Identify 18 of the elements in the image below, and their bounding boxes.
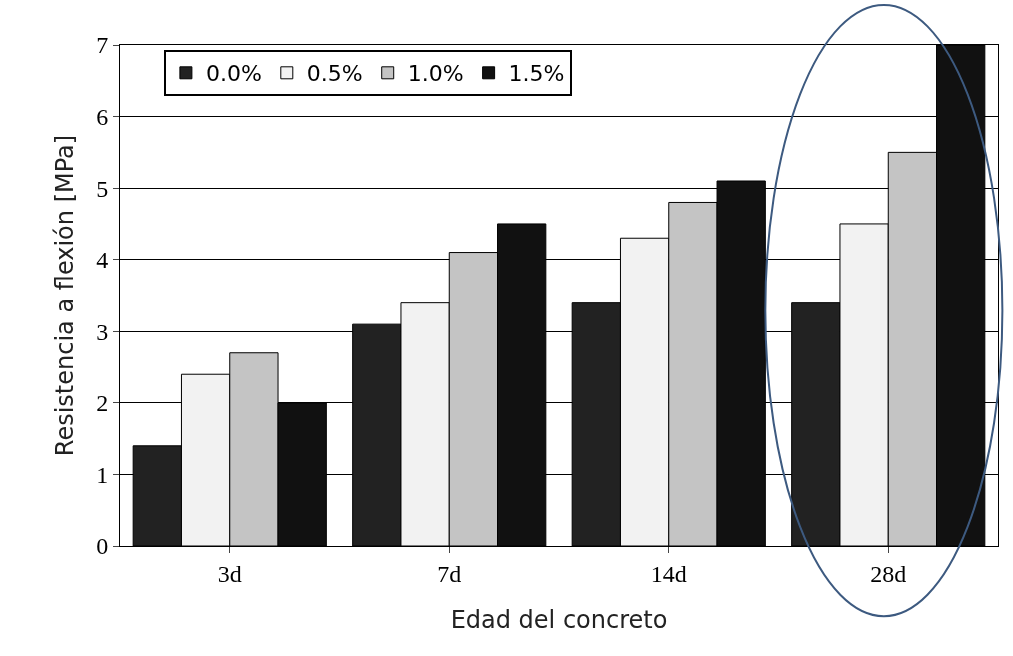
y-tick-label: 1 xyxy=(96,461,109,488)
y-tick-label: 3 xyxy=(96,318,109,345)
x-tick-label: 7d xyxy=(437,560,462,587)
y-tick-label: 5 xyxy=(96,175,109,202)
x-tick-label: 3d xyxy=(217,560,242,587)
y-tick-label: 2 xyxy=(96,390,109,417)
y-axis-title: Resistencia a flexión [MPa] xyxy=(51,134,80,457)
y-tick-label: 4 xyxy=(96,247,109,274)
legend-label: 1.5% xyxy=(508,61,565,87)
legend-label: 0.0% xyxy=(205,61,262,87)
y-tick-label: 7 xyxy=(96,32,109,59)
legend-label: 0.5% xyxy=(306,61,363,87)
x-tick-label: 28d xyxy=(870,560,907,587)
legend-label: 1.0% xyxy=(407,61,464,87)
y-tick-label: 0 xyxy=(96,533,109,560)
y-tick-label: 6 xyxy=(96,103,109,130)
x-axis-title: Edad del concreto xyxy=(450,606,668,635)
x-tick-label: 14d xyxy=(650,560,687,587)
